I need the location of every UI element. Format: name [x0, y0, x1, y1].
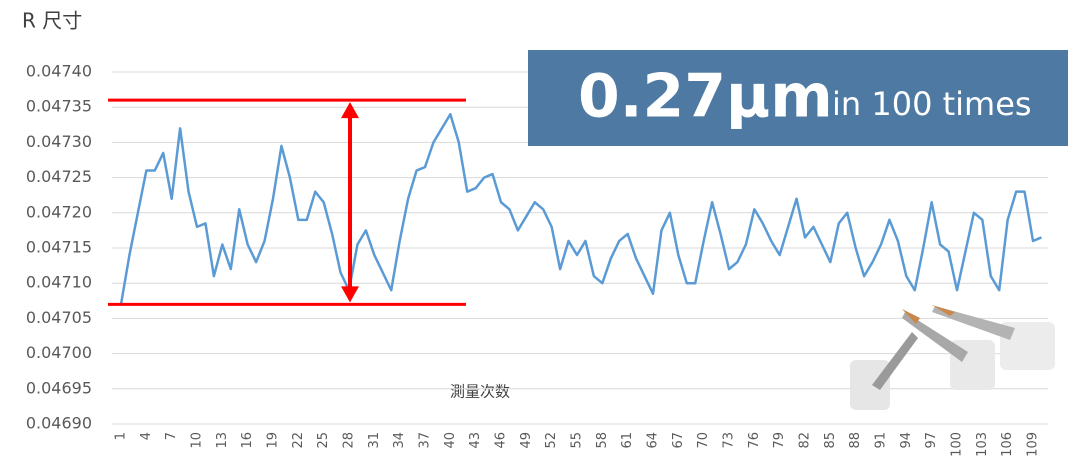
x-tick-label: 28	[342, 432, 357, 449]
x-tick-label: 100	[950, 432, 965, 457]
y-tick-label: 0.04700	[26, 343, 92, 362]
x-tick-label: 37	[418, 432, 433, 449]
x-tick-label: 49	[519, 432, 534, 449]
x-tick-label: 70	[696, 432, 711, 449]
y-tick-label: 0.04735	[26, 97, 92, 116]
x-tick-label: 19	[266, 432, 281, 449]
y-tick-label: 0.04740	[26, 62, 92, 81]
x-tick-label: 79	[772, 432, 787, 449]
x-tick-label: 94	[899, 432, 914, 449]
x-tick-label: 61	[620, 432, 635, 449]
banner-value: 0.27μm	[578, 62, 833, 132]
arrow-head	[341, 286, 359, 303]
x-tick-label: 34	[392, 432, 407, 449]
x-tick-label: 103	[975, 432, 990, 457]
x-tick-label: 67	[671, 432, 686, 449]
x-tick-label: 25	[316, 432, 331, 449]
y-axis-title: R 尺寸	[22, 9, 82, 33]
x-tick-label: 10	[190, 432, 205, 449]
x-tick-label: 55	[570, 432, 585, 449]
x-tick-label: 16	[240, 432, 255, 449]
x-tick-label: 97	[924, 432, 939, 449]
x-tick-label: 88	[848, 432, 863, 449]
x-tick-label: 109	[1026, 432, 1041, 457]
y-tick-label: 0.04725	[26, 167, 92, 186]
x-tick-label: 64	[646, 432, 661, 449]
y-tick-label: 0.04715	[26, 238, 92, 257]
x-tick-label: 85	[823, 432, 838, 449]
x-tick-label: 46	[494, 432, 509, 449]
x-tick-label: 1	[114, 432, 129, 440]
y-tick-label: 0.04730	[26, 132, 92, 151]
data-line	[119, 112, 1042, 305]
x-tick-label: 82	[798, 432, 813, 449]
x-axis-title: 測量次数	[450, 383, 510, 401]
tool-image	[850, 305, 1055, 410]
x-tick-label: 7	[164, 432, 179, 440]
x-tick-label: 52	[544, 432, 559, 449]
y-tick-label: 0.04705	[26, 308, 92, 327]
banner-caption: in 100 times	[832, 85, 1032, 123]
x-tick-label: 22	[291, 432, 306, 449]
arrow-head	[341, 102, 359, 119]
x-tick-label: 76	[747, 432, 762, 449]
y-tick-label: 0.04710	[26, 273, 92, 292]
x-tick-label: 73	[722, 432, 737, 449]
banner	[528, 50, 1068, 146]
x-tick-label: 40	[443, 432, 458, 449]
x-tick-label: 106	[1000, 432, 1015, 457]
x-tick-label: 4	[139, 432, 154, 440]
x-tick-label: 58	[595, 432, 610, 449]
x-tick-label: 91	[874, 432, 889, 449]
x-tick-label: 31	[367, 432, 382, 449]
y-tick-label: 0.04695	[26, 378, 92, 397]
y-tick-label: 0.04690	[26, 414, 92, 433]
x-tick-label: 13	[215, 432, 230, 449]
y-tick-label: 0.04720	[26, 202, 92, 221]
x-tick-label: 43	[468, 432, 483, 449]
